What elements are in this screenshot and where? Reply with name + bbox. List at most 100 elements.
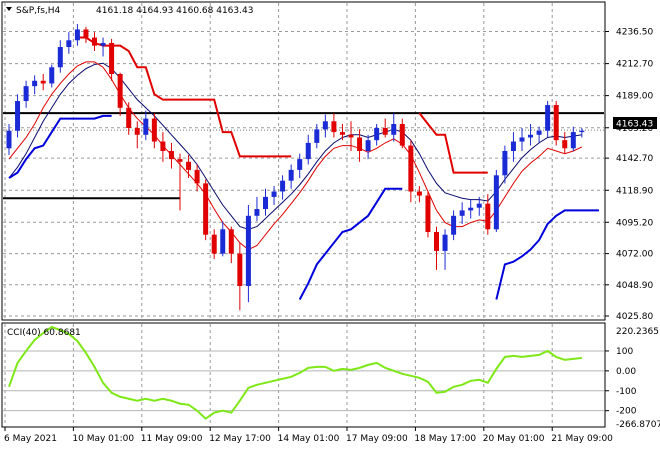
collapse-triangle-icon[interactable] xyxy=(6,7,12,11)
candle-body xyxy=(545,105,551,131)
candle xyxy=(502,145,508,184)
candle-body xyxy=(109,42,115,75)
candle xyxy=(168,142,174,169)
candle-body xyxy=(331,121,337,133)
candle-body xyxy=(32,80,38,87)
candle xyxy=(545,101,551,138)
candle xyxy=(203,179,209,241)
price-tick-label: 4072.00 xyxy=(616,250,653,260)
candle-body xyxy=(74,29,80,41)
candle xyxy=(220,221,226,257)
price-tick-label: 4236.50 xyxy=(616,27,653,37)
candle xyxy=(434,226,439,270)
candle-body xyxy=(528,134,534,138)
candle-body xyxy=(168,150,174,160)
candle-body xyxy=(365,140,371,151)
candle-body xyxy=(117,74,123,108)
candle-body xyxy=(228,229,234,254)
cci-panel[interactable] xyxy=(1,322,606,428)
candle-body xyxy=(151,118,157,142)
candle-body xyxy=(374,128,380,141)
time-tick-label: 20 May 01:00 xyxy=(483,434,545,444)
candle xyxy=(510,132,516,162)
candle xyxy=(254,196,260,222)
candle xyxy=(391,113,397,142)
candle-body xyxy=(305,142,311,160)
candle-body xyxy=(297,159,303,170)
candle-body xyxy=(468,207,474,211)
candle xyxy=(348,121,354,151)
candle-body xyxy=(322,121,328,130)
candle xyxy=(459,202,465,224)
candle xyxy=(92,32,97,52)
symbol-label: S&P,fs,H4 xyxy=(16,6,61,16)
price-tick-label: 4118.90 xyxy=(616,186,653,196)
candle xyxy=(49,64,55,88)
candle xyxy=(528,123,534,146)
candle xyxy=(468,199,474,219)
candle-body xyxy=(476,203,482,208)
price-tick-label: 4212.70 xyxy=(616,60,653,70)
candle-body xyxy=(49,67,55,84)
candle xyxy=(570,126,576,151)
candle xyxy=(314,123,320,149)
candle xyxy=(100,37,106,57)
candle-body xyxy=(510,141,516,151)
candle xyxy=(288,164,294,189)
candle-body xyxy=(408,145,414,192)
price-indicator-lines xyxy=(3,36,604,300)
candle-body xyxy=(271,191,277,197)
candle xyxy=(143,110,149,141)
candle xyxy=(553,101,559,146)
candle-body xyxy=(92,37,97,46)
candle xyxy=(579,128,585,138)
candle xyxy=(23,80,29,108)
candle xyxy=(536,126,542,143)
candle xyxy=(32,75,38,95)
candle-body xyxy=(100,42,106,46)
candle-body xyxy=(553,105,559,141)
candle xyxy=(493,169,499,233)
candle-body xyxy=(391,123,397,135)
candle-body xyxy=(83,29,89,38)
candle xyxy=(228,226,234,264)
candle-body xyxy=(399,123,405,146)
candle xyxy=(305,134,311,165)
candle-body xyxy=(339,132,345,135)
candle xyxy=(126,102,132,135)
candle xyxy=(485,194,491,235)
ohlc-values: 4161.18 4164.93 4160.68 4163.43 xyxy=(96,6,253,16)
candle-body xyxy=(203,183,209,235)
cci-min-label: -266.8707 xyxy=(616,420,660,430)
candle xyxy=(74,24,80,46)
slow-moving-average xyxy=(8,62,582,230)
cci-line-layer xyxy=(8,325,582,420)
time-tick-label: 21 May 09:00 xyxy=(551,434,613,444)
candle-body xyxy=(160,141,166,151)
support-trail-line xyxy=(8,114,112,179)
candle xyxy=(211,229,217,260)
candle-body xyxy=(254,209,260,216)
candle-body xyxy=(186,161,192,170)
candle-body xyxy=(263,196,268,210)
candle-body xyxy=(194,169,200,184)
candle xyxy=(357,129,363,162)
price-panel[interactable] xyxy=(1,1,606,321)
candle xyxy=(451,210,457,241)
candle xyxy=(177,153,183,211)
candle-body xyxy=(357,137,363,151)
candle-body xyxy=(6,130,12,149)
price-tick-label: 4189.00 xyxy=(616,92,653,102)
candle xyxy=(109,38,115,81)
candle xyxy=(322,114,328,138)
candle-body xyxy=(288,169,294,181)
candle xyxy=(245,205,251,303)
candle xyxy=(425,191,431,238)
price-tick-label: 4142.70 xyxy=(616,154,653,164)
price-tick-label: 4095.20 xyxy=(616,218,653,228)
candle-body xyxy=(245,215,251,287)
candle-body xyxy=(493,175,499,230)
candle xyxy=(271,186,277,205)
candle-body xyxy=(237,253,243,287)
